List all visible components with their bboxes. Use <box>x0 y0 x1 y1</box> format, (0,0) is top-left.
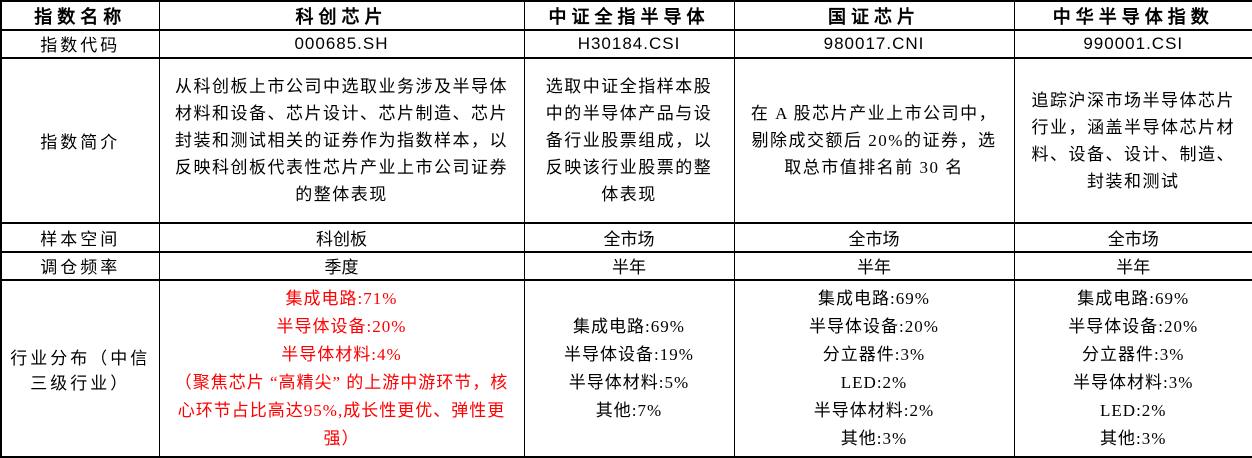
industry-line: 分立器件:3% <box>822 344 926 364</box>
index-code-csi-all-semiconductor: H30184.CSI <box>523 29 735 59</box>
rebalance-frequency-china-semiconductor: 半年 <box>1013 250 1252 282</box>
industry-line: 半导体设备:20% <box>276 316 407 336</box>
row-label-index-code: 指数代码 <box>0 29 160 59</box>
sample-space-cni-chip: 全市场 <box>733 222 1015 253</box>
column-header-csi-all-semiconductor: 中证全指半导体 <box>523 0 735 32</box>
row-label-industry-distribution: 行业分布（中信三级行业） <box>0 279 160 458</box>
industry-line: 半导体设备:19% <box>564 344 694 364</box>
index-intro-csi-all-semiconductor: 选取中证全指样本股中的半导体产品与设备行业股票组成，以反映该行业股票的整体表现 <box>523 56 735 225</box>
index-intro-china-semiconductor: 追踪沪深市场半导体芯片行业，涵盖半导体芯片材料、设备、设计、制造、封装和测试 <box>1013 56 1252 225</box>
sample-space-china-semiconductor: 全市场 <box>1013 222 1252 253</box>
row-index-name: 指数名称 科创芯片 中证全指半导体 国证芯片 中华半导体指数 <box>0 0 1252 32</box>
rebalance-frequency-csi-all-semiconductor: 半年 <box>523 250 735 282</box>
industry-line: 其他:7% <box>595 400 663 420</box>
industry-line: 其他:3% <box>840 428 908 448</box>
column-header-china-semiconductor: 中华半导体指数 <box>1013 0 1252 32</box>
sample-space-csi-all-semiconductor: 全市场 <box>523 222 735 253</box>
industry-distribution-cni-chip: 集成电路:69% 半导体设备:20% 分立器件:3% LED:2% 半导体材料:… <box>733 279 1015 458</box>
industry-line: 半导体设备:20% <box>1068 316 1199 336</box>
column-header-star-chip: 科创芯片 <box>158 0 525 32</box>
rebalance-frequency-cni-chip: 半年 <box>733 250 1015 282</box>
industry-line: 半导体设备:20% <box>809 316 939 336</box>
row-index-code: 指数代码 000685.SH H30184.CSI 980017.CNI 990… <box>0 29 1252 59</box>
industry-line: LED:2% <box>840 372 908 392</box>
row-index-intro: 指数简介 从科创板上市公司中选取业务涉及半导体材料和设备、芯片设计、芯片制造、芯… <box>0 56 1252 225</box>
index-intro-cni-chip: 在 A 股芯片产业上市公司中，剔除成交额后 20%的证券，选取总市值排名前 30… <box>733 56 1015 225</box>
industry-line: LED:2% <box>1100 400 1167 420</box>
row-label-index-intro: 指数简介 <box>0 56 160 225</box>
industry-line: 集成电路:69% <box>573 316 685 336</box>
index-intro-star-chip: 从科创板上市公司中选取业务涉及半导体材料和设备、芯片设计、芯片制造、芯片封装和测… <box>158 56 525 225</box>
column-header-cni-chip: 国证芯片 <box>733 0 1015 32</box>
row-label-sample-space: 样本空间 <box>0 222 160 253</box>
industry-line: 其他:3% <box>1100 428 1167 448</box>
sample-space-star-chip: 科创板 <box>158 222 525 253</box>
row-sample-space: 样本空间 科创板 全市场 全市场 全市场 <box>0 222 1252 253</box>
industry-highlight-note: （聚焦芯片 “高精尖” 的上游中游环节，核心环节占比高达95%,成长性更优、弹性… <box>174 372 509 448</box>
industry-line: 集成电路:69% <box>818 288 930 308</box>
industry-line: 半导体材料:2% <box>813 400 935 420</box>
index-code-china-semiconductor: 990001.CSI <box>1013 29 1252 59</box>
industry-line: 半导体材料:5% <box>568 372 690 392</box>
industry-distribution-china-semiconductor: 集成电路:69% 半导体设备:20% 分立器件:3% 半导体材料:3% LED:… <box>1013 279 1252 458</box>
industry-line: 集成电路:69% <box>1077 288 1190 308</box>
industry-line: 半导体材料:4% <box>281 344 402 364</box>
row-rebalance-frequency: 调仓频率 季度 半年 半年 半年 <box>0 250 1252 282</box>
rebalance-frequency-star-chip: 季度 <box>158 250 525 282</box>
industry-distribution-csi-all-semiconductor: 集成电路:69% 半导体设备:19% 半导体材料:5% 其他:7% <box>523 279 735 458</box>
industry-line: 半导体材料:3% <box>1073 372 1194 392</box>
industry-line: 集成电路:71% <box>285 288 398 308</box>
industry-distribution-star-chip: 集成电路:71% 半导体设备:20% 半导体材料:4% （聚焦芯片 “高精尖” … <box>158 279 525 458</box>
row-label-rebalance-frequency: 调仓频率 <box>0 250 160 282</box>
index-code-star-chip: 000685.SH <box>158 29 525 59</box>
row-industry-distribution: 行业分布（中信三级行业） 集成电路:71% 半导体设备:20% 半导体材料:4%… <box>0 279 1252 458</box>
row-label-index-name: 指数名称 <box>0 0 160 32</box>
industry-line: 分立器件:3% <box>1082 344 1185 364</box>
index-code-cni-chip: 980017.CNI <box>733 29 1015 59</box>
